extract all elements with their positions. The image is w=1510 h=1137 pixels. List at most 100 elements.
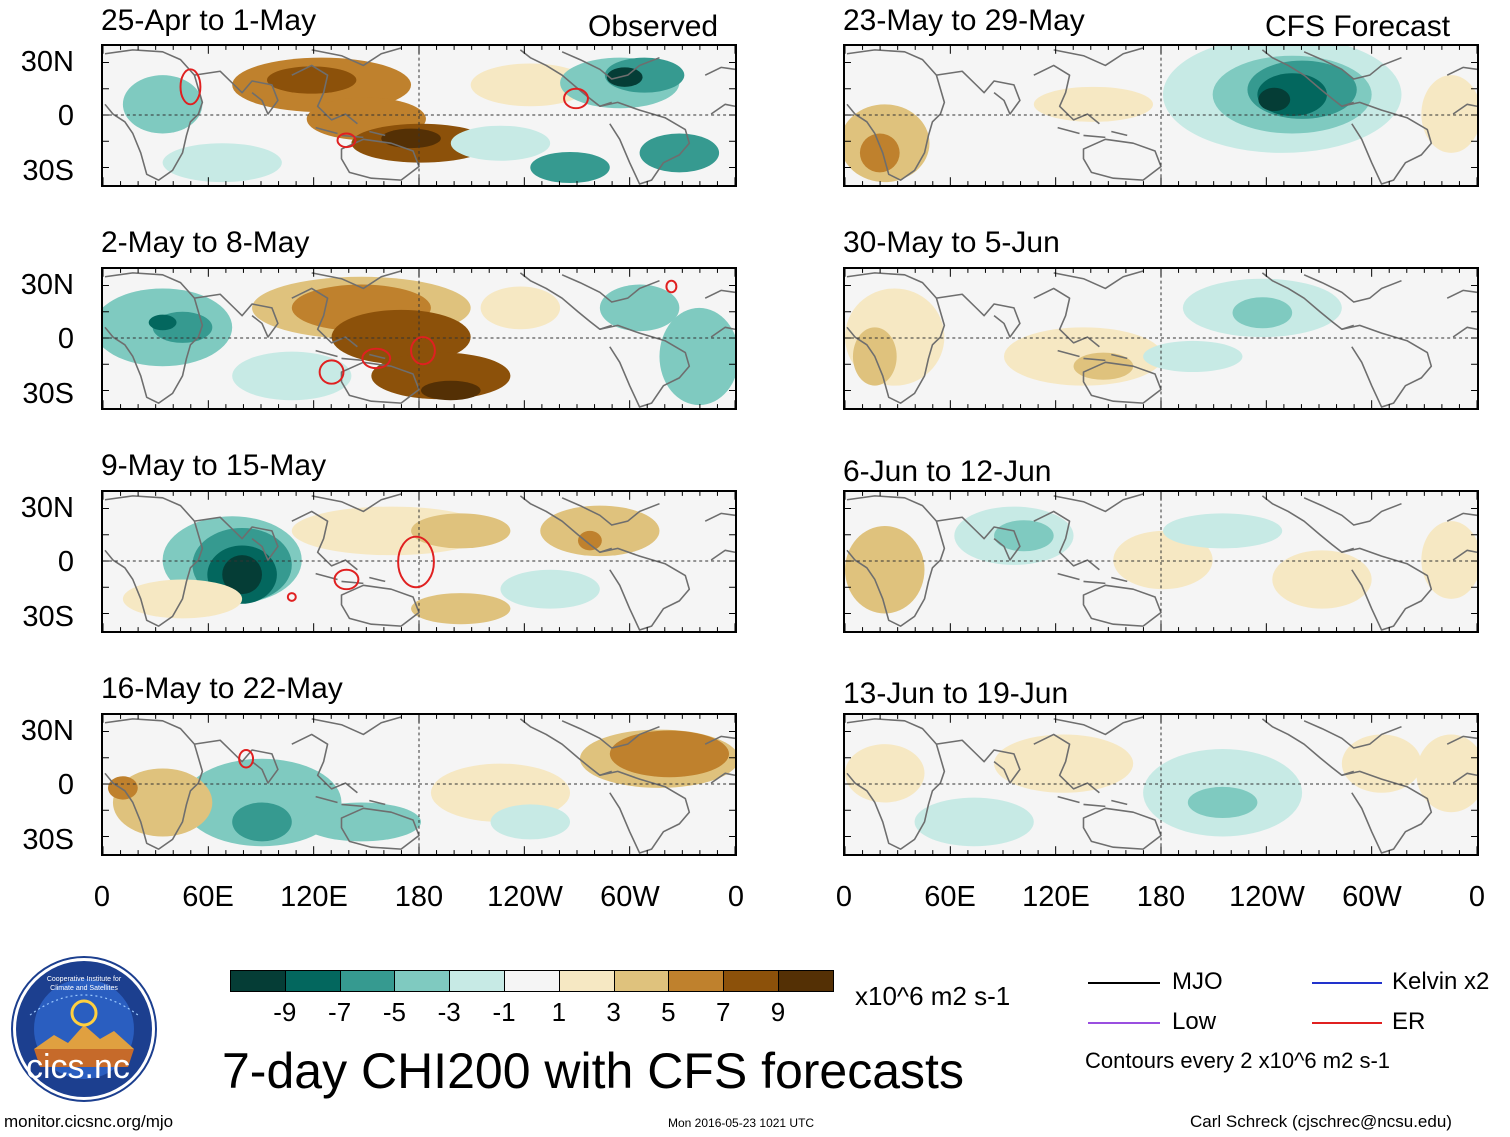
lat-label-eq: 0 [57,100,74,132]
coastline [846,495,946,627]
coastline [1341,770,1433,854]
coastline [1057,126,1128,139]
coastline [704,289,735,299]
coastline [1053,47,1144,67]
panel-title-fc-3: 6-Jun to 12-Jun [843,455,1052,488]
coastline [936,516,1021,561]
coastline [311,47,402,67]
coastline [1053,493,1144,513]
coastline [561,274,660,303]
colorbar-swatch [284,970,341,992]
colorbar-swatch [449,970,505,992]
coastline [599,770,691,854]
coastline [340,807,420,850]
coastline [519,272,613,331]
anomaly-blob [122,75,203,134]
legend-label-low: Low [1172,1008,1217,1035]
panel-title-fc-2: 30-May to 5-Jun [843,226,1060,259]
anomaly-blob [994,520,1054,552]
coastline [104,495,204,627]
anomaly-blob [845,744,925,803]
lat-label-30s: 30S [22,378,74,410]
lon-label-60e: 60E [182,881,234,913]
lon-label-120w: 120W [1229,881,1305,913]
anomaly-blob [411,593,511,625]
lat-label-30s: 30S [22,824,74,856]
anomaly-blob [530,151,610,184]
coastline [704,512,735,522]
anomaly-blob [182,758,342,847]
coastline [1446,512,1477,522]
lon-label-120e: 120E [1022,881,1090,913]
colorbar-swatch [230,970,286,992]
main-title: 7-day CHI200 with CFS forecasts [222,1043,964,1099]
lat-label-30s: 30S [22,155,74,187]
panel-title-obs-3: 9-May to 15-May [101,449,327,482]
lon-label-60w: 60W [1342,881,1402,913]
map-forecast-2 [843,267,1479,410]
footer-timestamp: Mon 2016-05-23 1021 UTC [668,1116,815,1130]
coastline [1057,349,1128,362]
anomaly-blob [450,125,551,161]
anomaly-blob [381,128,441,149]
legend-line-low [1088,1022,1160,1024]
legend-line-er [1312,1022,1382,1024]
coastline [194,293,279,338]
anomaly-blob [420,380,481,401]
lat-label-eq: 0 [57,769,74,801]
coastline [710,326,735,338]
footer-url[interactable]: monitor.cicsnc.org/mjo [4,1112,174,1131]
map-observed-1 [101,44,737,187]
colorbar-units: x10^6 m2 s-1 [855,981,1011,1011]
coastline [561,497,660,526]
legend-line-mjo [1088,982,1160,984]
legend-label-mjo: MJO [1172,968,1223,995]
coastline [519,718,613,777]
coastline [1303,274,1402,303]
map-canvas [103,715,735,854]
anomaly-blob [232,351,352,401]
anomaly-blob [411,513,511,549]
anomaly-blob [659,307,735,406]
coastline [846,718,946,850]
coastline [561,720,660,749]
colorbar-swatch [723,970,779,992]
colorbar-tick-label: -1 [492,997,516,1027]
coastline [1082,361,1162,404]
anomaly-blob [1416,734,1477,813]
legend-line-kelvin [1312,982,1382,984]
colorbar-tick-label: 7 [715,997,731,1027]
lon-label-0: 0 [727,881,745,913]
coastline [1261,272,1355,331]
lat-label-eq: 0 [57,546,74,578]
lon-label-0: 0 [835,881,853,913]
anomaly-blob [480,286,561,330]
coastline [194,70,279,115]
anomaly-blob [490,804,571,840]
coastline [311,716,402,736]
er-contour [410,336,436,366]
anomaly-blob [1073,352,1134,380]
er-contour [397,535,435,589]
map-canvas [103,46,735,185]
coastline [104,718,204,850]
coastline [1303,497,1402,526]
anomaly-blob [232,802,292,842]
lat-label-30n: 30N [20,269,74,301]
coastline [1452,772,1477,784]
lat-label-30n: 30N [20,715,74,747]
colorbar-swatch [778,970,834,992]
panel-title-fc-1: 23-May to 29-May [843,4,1085,37]
anomaly-blob [1143,340,1243,373]
anomaly-blob [606,67,643,87]
coastline [1452,103,1477,115]
lat-label-eq: 0 [57,323,74,355]
colorbar-swatch [339,970,396,992]
coastline [1053,716,1144,736]
anomaly-blob [266,66,357,94]
map-forecast-1 [843,44,1479,187]
coastline [710,772,735,784]
map-observed-3 [101,490,737,633]
legend-label-er: ER [1392,1008,1426,1035]
er-contour [361,347,392,370]
